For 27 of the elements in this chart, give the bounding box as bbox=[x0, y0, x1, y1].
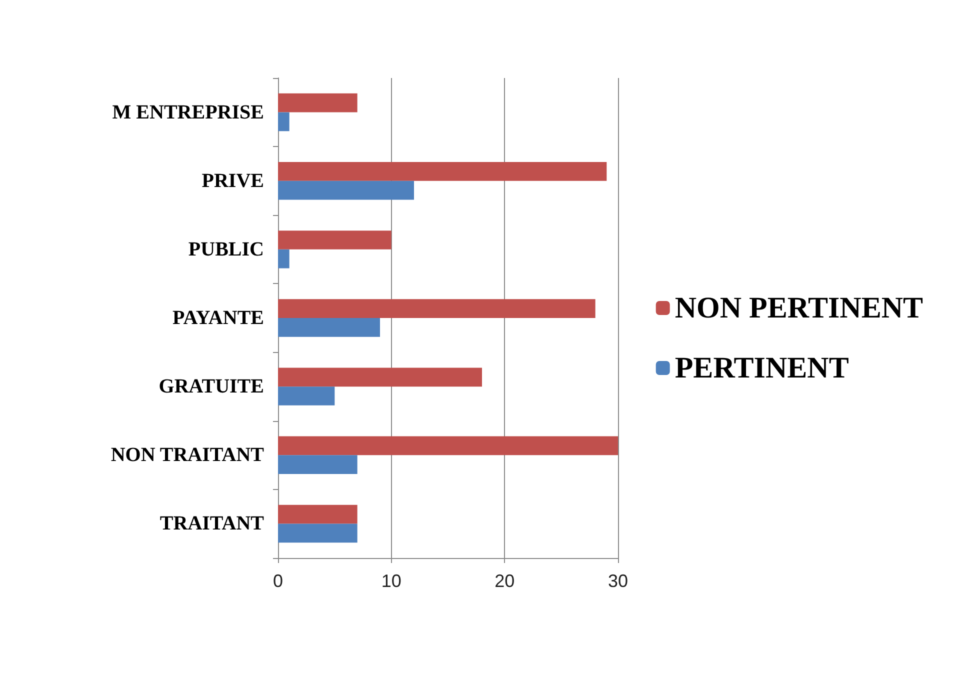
bar bbox=[278, 318, 380, 337]
legend-label: NON PERTINENT bbox=[674, 292, 924, 324]
bar bbox=[278, 230, 392, 250]
bar bbox=[278, 93, 358, 112]
y-tick-label: PAYANTE bbox=[172, 307, 264, 329]
y-tick-label: GRATUITE bbox=[158, 376, 264, 398]
x-tick-label: 0 bbox=[272, 571, 284, 591]
bar bbox=[278, 249, 290, 268]
y-tick-label: TRAITANT bbox=[160, 512, 265, 535]
legend-label: PERTINENT bbox=[674, 352, 849, 384]
bar bbox=[278, 386, 335, 406]
y-tick-label: NON TRAITANT bbox=[110, 444, 265, 466]
bar bbox=[278, 524, 358, 543]
x-tick-label: 30 bbox=[608, 571, 628, 591]
bar bbox=[278, 299, 596, 318]
bar bbox=[278, 180, 414, 200]
x-tick-label: 20 bbox=[494, 571, 515, 591]
bar bbox=[278, 368, 482, 387]
bar bbox=[278, 455, 358, 474]
bar bbox=[278, 162, 607, 181]
bar bbox=[278, 112, 290, 132]
x-tick-label: 10 bbox=[381, 571, 402, 591]
bar bbox=[278, 436, 618, 456]
y-tick-label: PRIVE bbox=[202, 170, 264, 192]
bar bbox=[278, 504, 358, 524]
y-tick-label: M ENTREPRISE bbox=[112, 101, 264, 124]
y-tick-label: PUBLIC bbox=[188, 238, 264, 260]
